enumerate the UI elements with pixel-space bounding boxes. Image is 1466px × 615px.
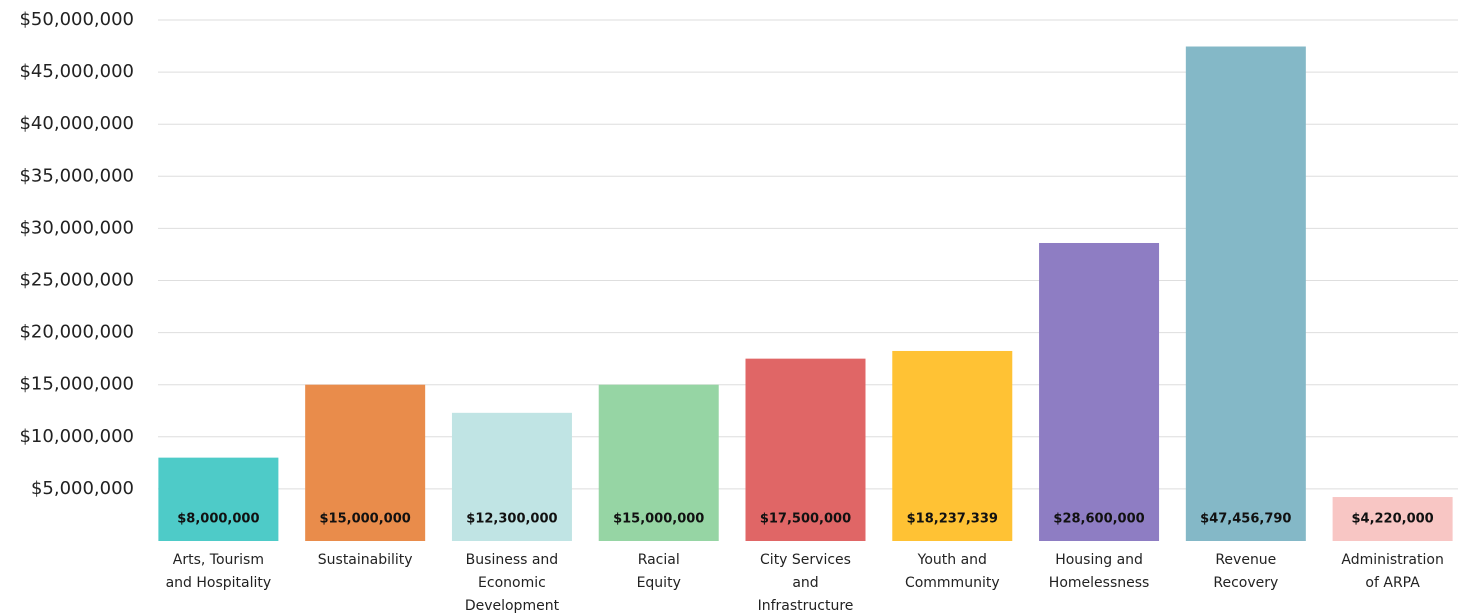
bar bbox=[1039, 242, 1160, 541]
bar bbox=[1332, 497, 1453, 541]
x-tick-label: City Services and Infrastructure bbox=[758, 552, 854, 614]
x-tick-line: Infrastructure bbox=[758, 598, 854, 614]
y-tick-label: $45,000,000 bbox=[19, 61, 134, 82]
x-tick-line: Economic bbox=[478, 575, 546, 591]
x-tick-label: Revenue Recovery bbox=[1213, 552, 1278, 591]
value-label: $17,500,000 bbox=[760, 512, 851, 527]
x-tick-line: of ARPA bbox=[1365, 575, 1420, 591]
x-tick-line: Youth and bbox=[917, 552, 987, 568]
x-tick-line: Racial bbox=[638, 552, 680, 568]
y-tick-label: $35,000,000 bbox=[19, 165, 134, 186]
value-label: $15,000,000 bbox=[320, 512, 411, 527]
x-tick-line: Commmunity bbox=[905, 575, 1000, 591]
bar bbox=[158, 457, 279, 541]
x-tick-line: Business and bbox=[466, 552, 559, 568]
y-tick-label: $5,000,000 bbox=[31, 478, 134, 499]
value-label: $4,220,000 bbox=[1351, 512, 1433, 527]
x-tick-label: Administration of ARPA bbox=[1341, 552, 1443, 591]
y-tick-label: $30,000,000 bbox=[19, 217, 134, 238]
bar bbox=[745, 358, 866, 541]
x-tick-line: Arts, Tourism bbox=[173, 552, 264, 568]
y-tick-label: $10,000,000 bbox=[19, 426, 134, 447]
x-tick-label: Sustainability bbox=[318, 552, 413, 568]
bar bbox=[305, 384, 426, 541]
x-tick-label: Youth and Commmunity bbox=[905, 552, 1000, 591]
x-tick-line: and bbox=[792, 575, 818, 591]
x-tick-line: and Hospitality bbox=[166, 575, 272, 591]
x-tick-line: Development bbox=[465, 598, 560, 614]
value-label: $8,000,000 bbox=[177, 512, 259, 527]
x-tick-line: Sustainability bbox=[318, 552, 413, 568]
x-tick-line: Housing and bbox=[1055, 552, 1143, 568]
y-tick-label: $25,000,000 bbox=[19, 270, 134, 291]
bar bbox=[598, 384, 719, 541]
y-tick-label: $20,000,000 bbox=[19, 322, 134, 343]
value-label: $28,600,000 bbox=[1053, 512, 1144, 527]
x-tick-line: City Services bbox=[760, 552, 851, 568]
value-label: $18,237,339 bbox=[907, 512, 998, 527]
value-label: $47,456,790 bbox=[1200, 512, 1291, 527]
y-tick-label: $40,000,000 bbox=[19, 113, 134, 134]
y-tick-label: $15,000,000 bbox=[19, 374, 134, 395]
x-tick-label: Arts, Tourism and Hospitality bbox=[166, 552, 272, 591]
x-tick-label: Racial Equity bbox=[637, 552, 681, 591]
x-tick-label: Housing and Homelessness bbox=[1049, 552, 1150, 591]
x-tick-line: Homelessness bbox=[1049, 575, 1150, 591]
value-label: $12,300,000 bbox=[466, 512, 557, 527]
x-tick-label: Business and Economic Development bbox=[465, 552, 560, 614]
bar bbox=[451, 412, 572, 541]
bar bbox=[892, 350, 1013, 541]
x-tick-line: Recovery bbox=[1213, 575, 1278, 591]
x-tick-line: Equity bbox=[637, 575, 681, 591]
x-tick-line: Administration bbox=[1341, 552, 1443, 568]
x-tick-line: Revenue bbox=[1215, 552, 1276, 568]
bar bbox=[1185, 46, 1306, 542]
y-tick-label: $50,000,000 bbox=[19, 9, 134, 30]
value-label: $15,000,000 bbox=[613, 512, 704, 527]
